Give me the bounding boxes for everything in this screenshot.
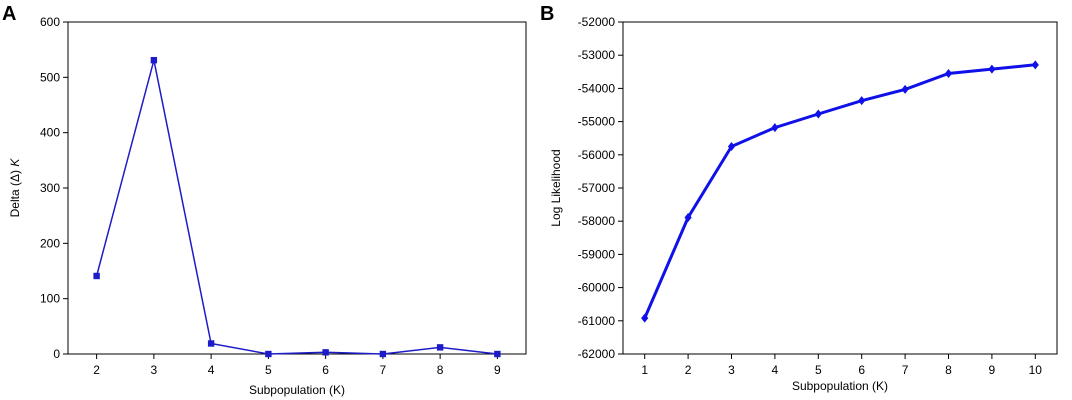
panel-a-x-tick-label: 6 [322,363,329,377]
panel-b-data-point [944,68,953,78]
panel-b-x-tick-label: 4 [772,363,779,377]
panel-b-data-point [641,313,649,323]
panel-b-x-tick-label: 5 [815,363,822,377]
panel-a-x-tick-label: 7 [380,363,387,377]
panel-a-data-point [494,350,501,358]
panel-b-y-tick-label: -55000 [578,115,616,129]
panel-a-x-tick-label: 2 [93,363,100,377]
panel-b-x-tick-label: 8 [945,363,952,377]
panel-a-data-point [322,349,329,356]
panel-b-x-tick-label: 9 [989,363,996,377]
panel-b-x-axis-title: Subpopulation (K) [792,379,888,393]
panel-a-data-point [93,272,100,280]
panel-b-x-tick-label: 1 [641,363,648,377]
panel-b-y-tick-label: -59000 [578,247,616,261]
panel-a-x-axis-title: Subpopulation (K) [249,383,345,397]
panel-b-data-point [901,84,909,94]
panel-a-y-tick-label: 300 [40,181,60,195]
panel-a-letter: A [2,3,16,25]
panel-b-markers [641,60,1039,323]
panel-b-letter: B [540,3,554,25]
panel-b-data-point [858,96,866,106]
panel-a-data-point [436,344,444,351]
panel-b-y-tick-label: -52000 [578,15,616,29]
panel-a-series-line [95,60,498,355]
panel-a-x-ticks: 2 3 4 5 6 7 8 9 [93,354,501,377]
panel-a-data-point [207,340,215,347]
panel-a-x-tick-label: 4 [208,363,215,377]
panel-b-data-point [771,123,779,133]
panel-b-x-tick-label: 7 [902,363,909,377]
panel-b-y-tick-label: -60000 [578,281,616,295]
panel-a-y-ticks: 0 100 200 300 400 500 600 [40,15,68,361]
panel-b-y-axis-title: Log Likelihood [549,149,563,226]
panel-b-data-point [1031,60,1039,70]
panel-b-data-point [988,64,996,74]
panel-a-x-tick-label: 9 [494,363,501,377]
panel-a: A 0 100 200 300 400 500 600 2 3 4 5 6 7 8 9 Subpopula… [2,3,527,397]
panel-b-series-line [643,63,1036,319]
panel-b-y-tick-label: -56000 [578,148,616,162]
panel-a-data-point [150,56,158,64]
panel-b-y-tick-label: -53000 [578,48,616,62]
panel-a-y-tick-label: 400 [40,126,60,140]
panel-a-y-tick-label: 100 [40,292,60,306]
panel-a-data-point [379,350,387,358]
panel-b-x-tick-label: 10 [1029,363,1043,377]
panel-a-y-axis-title: Delta (Δ) K [8,158,22,218]
panel-a-x-tick-label: 8 [437,363,444,377]
panel-b-x-tick-label: 2 [685,363,692,377]
panel-b-y-ticks: -62000 -61000 -60000 -59000 -58000 -57000 -560… [578,15,623,361]
panel-b-x-ticks: 1 2 3 4 5 6 7 8 9 10 [641,354,1042,377]
panel-b-x-tick-label: 6 [858,363,865,377]
panel-b-data-point [814,109,822,119]
panel-a-plot-frame [67,21,527,355]
panel-b-y-tick-label: -61000 [578,314,616,328]
panel-b-data-point [684,213,692,223]
panel-a-y-tick-label: 600 [40,15,60,29]
panel-b-y-tick-label: -62000 [578,347,616,361]
panel-a-y-tick-label: 0 [53,347,60,361]
panel-a-y-axis-title-k: K [8,158,22,167]
panel-a-y-axis-title-main: Delta (Δ) [8,167,22,218]
panel-b-y-tick-label: -54000 [578,81,616,95]
panel-a-data-point [265,350,272,358]
panel-b-y-tick-label: -57000 [578,181,616,195]
panel-a-x-tick-label: 5 [265,363,272,377]
panel-b-y-tick-label: -58000 [578,214,616,228]
panel-a-y-tick-label: 500 [40,70,60,84]
panel-b-data-point [727,142,736,151]
panel-a-x-tick-label: 3 [151,363,158,377]
panel-b-x-tick-label: 3 [728,363,735,377]
panel-a-y-tick-label: 200 [40,236,60,250]
panel-b: B -62000 -61000 -60000 -59000 -58000 -57000 -5… [540,3,1058,393]
panel-a-markers [93,56,501,358]
